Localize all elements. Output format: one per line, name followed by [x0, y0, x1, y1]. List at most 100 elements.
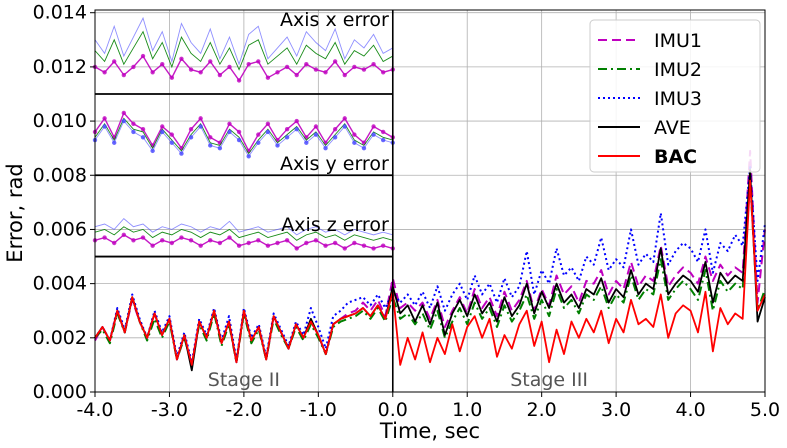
x-tick-label: 0.0 [378, 399, 408, 421]
legend-box [589, 19, 761, 173]
legend-label-imu3: IMU3 [654, 88, 702, 110]
inset-marker [160, 61, 165, 67]
inset-marker [294, 127, 299, 132]
inset-marker [236, 129, 242, 135]
y-tick-label: 0.006 [33, 218, 87, 240]
inset-marker [198, 70, 203, 75]
x-tick-label: -3.0 [151, 399, 188, 421]
x-axis-label: Time, sec [379, 419, 480, 443]
x-tick-label: -1.0 [300, 399, 337, 421]
inset-marker [121, 118, 127, 124]
inset-marker [160, 238, 165, 243]
y-tick-label: 0.000 [33, 381, 87, 403]
inset-marker [371, 246, 376, 251]
y-tick-labels: 0.000 0.002 0.004 0.006 0.008 0.010 0.012 0.014 [33, 2, 95, 403]
x-tick-label: 2.0 [527, 399, 557, 421]
x-tick-labels: -4.0 -3.0 -2.0 -1.0 0.0 1.0 2.0 3.0 4.0 5.0 [76, 392, 780, 421]
inset-marker [150, 70, 155, 75]
inset-marker [208, 238, 213, 243]
inset-marker [169, 75, 175, 80]
inset-series-imu3 [94, 16, 393, 66]
inset-series-imu3 [94, 120, 393, 158]
y-tick-label: 0.008 [33, 164, 87, 186]
inset-marker [371, 61, 376, 67]
legend: IMU1 IMU2 IMU3 AVE BAC [589, 19, 761, 173]
inset-marker [198, 116, 203, 121]
inset-marker [179, 56, 184, 61]
inset-marker [342, 124, 347, 129]
inset-marker [169, 140, 175, 145]
inset-marker [332, 135, 338, 140]
inset-marker [179, 235, 184, 240]
inset-marker [160, 129, 165, 135]
inset-marker [102, 116, 107, 121]
inset-marker [380, 129, 386, 135]
y-tick-label: 0.012 [33, 56, 87, 78]
inset-marker [256, 238, 261, 243]
inset-marker [112, 240, 117, 246]
inset-marker [217, 240, 223, 246]
inset-marker [265, 243, 271, 248]
main-series [94, 149, 766, 372]
inset-marker [140, 135, 146, 140]
inset-marker [323, 145, 328, 151]
inset-marker [102, 70, 107, 75]
inset-title: Axis y error [280, 153, 389, 175]
inset-marker [256, 59, 261, 64]
y-axis-label: Error, rad [3, 163, 27, 262]
inset-marker [188, 135, 194, 140]
plot-frame [94, 9, 766, 393]
inset-marker [284, 135, 290, 140]
inset-marker [332, 127, 338, 132]
inset-marker [380, 70, 386, 75]
inset-marker [265, 129, 271, 135]
series-line-imu2 [94, 179, 766, 366]
inset-marker [246, 240, 251, 246]
inset-marker [313, 238, 319, 243]
inset-series-imu1 [94, 111, 394, 153]
insets: Axis x error Axis y error Axis z error [92, 9, 395, 258]
inset-marker [275, 70, 280, 75]
inset-marker [294, 72, 299, 78]
inset-marker [304, 140, 309, 145]
inset-marker [284, 64, 290, 70]
inset-marker [236, 137, 242, 143]
inset-series-imu2 [94, 30, 393, 71]
inset-marker [246, 61, 251, 67]
inset-marker [131, 64, 136, 70]
inset-marker [256, 140, 261, 145]
inset-marker [198, 124, 203, 129]
inset-marker [323, 243, 328, 248]
inset-marker [342, 246, 347, 251]
inset-marker [140, 53, 146, 59]
inset-marker [188, 238, 194, 243]
inset-marker [208, 59, 213, 64]
inset-marker [169, 240, 175, 246]
inset-marker [121, 110, 127, 116]
inset-marker [332, 59, 338, 64]
inset-marker [169, 132, 175, 137]
inset-marker [256, 132, 261, 137]
series-line-imu1 [94, 149, 766, 366]
inset-series-imu3 [94, 217, 393, 236]
inset-marker [275, 143, 280, 148]
inset-marker [208, 143, 213, 148]
inset-marker [352, 132, 357, 137]
legend-label-imu1: IMU1 [654, 30, 702, 52]
inset-marker [246, 154, 251, 159]
inset-marker [332, 240, 338, 246]
inset-marker [275, 240, 280, 246]
plot-border [94, 9, 766, 393]
inset-marker [102, 235, 107, 240]
inset-marker [294, 246, 299, 251]
legend-label-ave: AVE [654, 117, 691, 139]
x-tick-label: 5.0 [750, 399, 780, 421]
inset-marker [371, 124, 376, 129]
inset-marker [265, 121, 271, 126]
x-tick-label: -2.0 [225, 399, 262, 421]
inset-marker [236, 78, 242, 83]
inset-marker [131, 238, 136, 243]
inset-marker [112, 59, 117, 64]
y-tick-label: 0.010 [33, 110, 87, 132]
